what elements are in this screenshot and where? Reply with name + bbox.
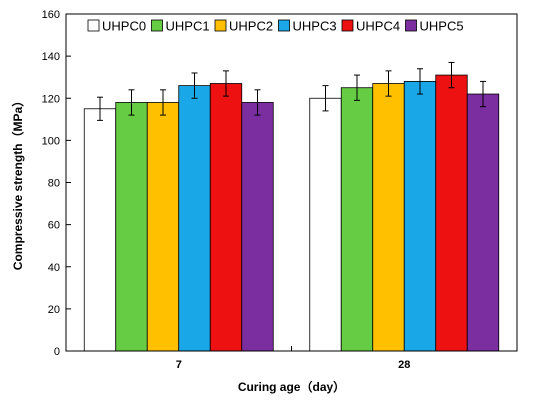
bar-uhpc4-28 <box>435 74 468 352</box>
bar-uhpc5-28 <box>466 93 500 352</box>
bar-uhpc2-28 <box>372 83 405 352</box>
legend-swatch-uhpc3 <box>278 19 290 32</box>
y-axis-title: Compressive strength（MPa） <box>10 95 25 270</box>
legend-swatch-uhpc2 <box>214 19 227 32</box>
legend-swatch-uhpc5 <box>405 19 417 32</box>
y-axis: 0 20 40 60 80 100 120 140 160 <box>42 9 71 358</box>
legend-label-uhpc0: UHPC0 <box>102 19 146 34</box>
x-axis-title: Curing age（day） <box>238 379 345 394</box>
legend-label-uhpc2: UHPC2 <box>229 19 273 34</box>
bar-uhpc3-28 <box>403 81 437 352</box>
bar-uhpc2-7 <box>146 102 180 352</box>
x-tick-label: 7 <box>176 359 182 371</box>
y-tick-label: 0 <box>54 346 60 358</box>
bar-uhpc0-28 <box>309 97 342 352</box>
bars-layer <box>83 74 500 352</box>
y-tick-label: 60 <box>48 220 60 232</box>
y-tick-label: 100 <box>42 135 60 147</box>
legend-swatch-uhpc1 <box>151 19 163 32</box>
bar-uhpc1-7 <box>115 102 148 352</box>
legend-swatch-uhpc4 <box>341 19 354 32</box>
bar-uhpc4-7 <box>209 83 243 352</box>
y-tick-label: 140 <box>42 51 60 63</box>
x-tick-label: 28 <box>398 359 410 371</box>
legend-label-uhpc3: UHPC3 <box>293 19 337 34</box>
legend-swatch-uhpc0 <box>87 19 100 32</box>
bar-uhpc0-7 <box>83 108 117 352</box>
legend-label-uhpc1: UHPC1 <box>166 19 210 34</box>
legend: UHPC0 UHPC1 UHPC2 UHPC3 UHPC4 UHPC5 <box>87 19 464 34</box>
y-tick-label: 40 <box>48 262 60 274</box>
x-axis: 7 28 <box>176 346 410 371</box>
y-tick-label: 160 <box>42 9 60 21</box>
bar-uhpc1-28 <box>340 87 374 352</box>
y-tick-label: 20 <box>48 304 60 316</box>
y-tick-label: 80 <box>48 178 60 190</box>
legend-label-uhpc4: UHPC4 <box>356 19 400 34</box>
bar-uhpc3-7 <box>178 85 211 352</box>
error-bars-layer <box>97 61 486 121</box>
legend-label-uhpc5: UHPC5 <box>420 19 464 34</box>
y-tick-label: 120 <box>42 93 60 105</box>
bar-uhpc5-7 <box>241 102 274 352</box>
